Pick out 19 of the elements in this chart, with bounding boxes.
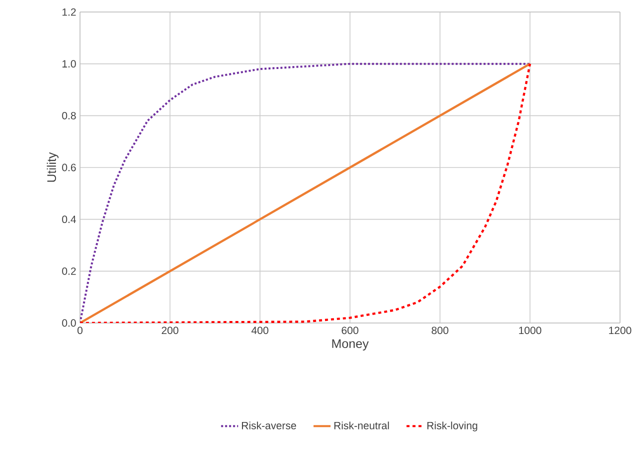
x-tick-label: 200 [162,326,178,334]
y-tick-label: 0.2 [62,267,76,275]
y-tick-label: 1.2 [62,8,76,16]
x-tick-label: 0 [77,326,83,334]
x-tick-label: 1200 [609,326,632,334]
y-axis-title: Utility [46,152,59,182]
y-tick-label: 1.0 [62,60,76,68]
x-tick-label: 1000 [519,326,542,334]
legend-label: Risk-averse [242,422,296,430]
y-tick-label: 0.4 [62,216,76,224]
x-axis-title: Money [332,339,369,351]
y-tick-label: 0.6 [62,164,76,172]
y-tick-label: 0.8 [62,112,76,120]
legend-label: Risk-loving [427,422,478,432]
x-tick-label: 400 [251,326,268,334]
x-tick-label: 600 [342,326,358,334]
legend-label: Risk-neutral [334,422,389,430]
x-tick-label: 800 [432,326,448,334]
y-tick-label: 0.0 [62,319,76,327]
